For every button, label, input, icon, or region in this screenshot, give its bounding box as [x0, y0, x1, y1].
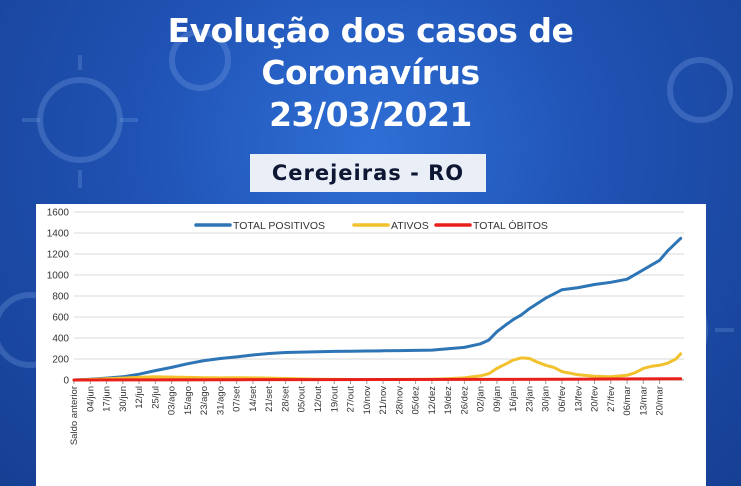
y-tick-label: 200 [52, 355, 69, 366]
series-line-ativos [72, 352, 683, 382]
line-chart: 0 200 400 600 800 1000 1200 1400 1600 Saldo ante… [47, 208, 684, 445]
x-tick-label: 15/ago [183, 386, 194, 415]
y-tick-label: 600 [52, 313, 69, 324]
x-tick-label: 17/jun [102, 386, 113, 412]
x-tick-label: 06/fev [557, 386, 568, 412]
x-tick-label: 05/out [297, 386, 308, 413]
x-tick-label: 30/jun [118, 386, 129, 412]
x-tick-label: 05/dez [411, 386, 422, 415]
title-line-2: Coronavírus [261, 53, 480, 92]
legend-label: TOTAL ÓBITOS [473, 219, 548, 232]
x-tick-label: 27/out [346, 386, 357, 413]
series-lines [72, 236, 683, 382]
y-tick-label: 1000 [47, 271, 70, 282]
title-line-3: 23/03/2021 [269, 95, 472, 134]
x-tick-label: 12/dez [427, 386, 438, 415]
x-tick-label: 10/nov [362, 386, 373, 415]
y-tick-label: 1400 [47, 229, 70, 240]
city-badge: Cerejeiras - RO [250, 154, 486, 192]
chart-legend: TOTAL POSITIVOS ATIVOS TOTAL ÓBITOS [194, 219, 548, 232]
x-tick-label: 28/set [280, 386, 291, 412]
x-tick-label: 27/fev [606, 386, 617, 412]
x-tick-label: 23/ago [199, 386, 210, 415]
y-tick-label: 400 [52, 334, 69, 345]
x-tick-label: 19/dez [443, 386, 454, 415]
chart-container: 0 200 400 600 800 1000 1200 1400 1600 Saldo ante… [36, 204, 706, 486]
x-tick-label: 06/mar [622, 386, 633, 416]
x-tick-label: 09/jan [492, 386, 503, 412]
series-line-total-positivos [72, 236, 683, 382]
x-tick-label: 31/ago [215, 386, 226, 415]
x-tick-label: 16/jan [508, 386, 519, 412]
y-axis: 0 200 400 600 800 1000 1200 1400 1600 [47, 208, 70, 387]
x-tick-label: 20/fev [590, 386, 601, 412]
x-tick-label: 07/set [232, 386, 243, 412]
x-tick-label: 12/out [313, 386, 324, 413]
legend-label: ATIVOS [391, 220, 429, 232]
x-tick-label: 14/set [248, 386, 259, 412]
series-line-total-bitos [72, 377, 683, 382]
title-line-1: Evolução dos casos de [167, 11, 574, 50]
x-tick-label: 13/mar [638, 386, 649, 416]
y-tick-label: 1200 [47, 250, 70, 261]
x-tick-label: 13/fev [573, 386, 584, 412]
x-axis: Saldo anterior 04/jun 17/jun 30/jun 12/jul 25… [69, 379, 684, 445]
x-tick-label: 30/jan [541, 386, 552, 412]
legend-label: TOTAL POSITIVOS [233, 220, 325, 232]
x-tick-label: 26/dez [459, 386, 470, 415]
y-tick-label: 1600 [47, 208, 70, 219]
x-tick-label: 21/set [264, 386, 275, 412]
y-gridlines [74, 211, 684, 381]
x-tick-label: 21/nov [378, 386, 389, 415]
x-tick-label: 12/jul [134, 386, 145, 409]
x-tick-label: 02/jan [476, 386, 487, 412]
y-tick-label: 800 [52, 292, 69, 303]
x-tick-label: 28/nov [394, 386, 405, 415]
x-tick-label: 20/mar [655, 386, 666, 416]
y-tick-label: 0 [63, 376, 69, 387]
x-tick-label: 25/jul [150, 386, 161, 409]
page-title: Evolução dos casos de Coronavírus 23/03/… [0, 10, 741, 136]
x-tick-label: 04/jun [85, 386, 96, 412]
x-tick-label: 03/ago [167, 386, 178, 415]
x-tick-label: 19/out [329, 386, 340, 413]
x-tick-label: 23/jan [524, 386, 535, 412]
x-tick-label: Saldo anterior [69, 386, 80, 445]
